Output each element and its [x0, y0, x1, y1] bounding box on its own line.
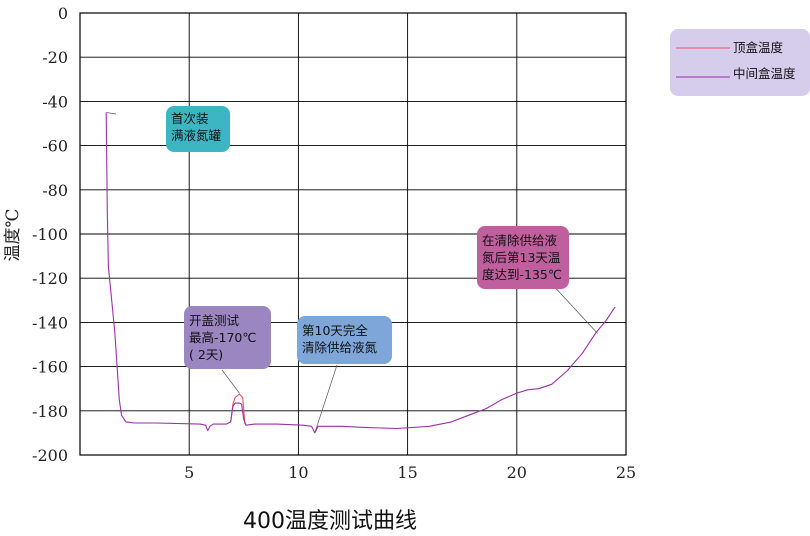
series-line-middle-box: [105, 112, 616, 434]
annotation-box: [477, 226, 569, 289]
series-layer: [105, 112, 616, 434]
y-tick-label: 0: [58, 4, 68, 23]
y-tick-label: -140: [32, 313, 68, 332]
x-tick-label: 20: [507, 463, 527, 482]
x-tick-label: 10: [288, 463, 308, 482]
chart-title: 400温度测试曲线: [243, 509, 417, 534]
grid: [79, 12, 627, 456]
y-tick-label: -20: [42, 48, 68, 67]
annotation-text: ( 2天): [189, 347, 223, 362]
annotation-box: [166, 106, 230, 152]
y-axis-ticks: 0 -20 -40 -60 -80 -100 -120 -140 -160 -180 -200: [32, 4, 68, 465]
annotation-text: 在清除供给液: [482, 233, 558, 248]
series-line-top-box: [230, 393, 246, 425]
annotation-text: 最高-170℃: [189, 330, 256, 345]
annotation-text: 满液氮罐: [171, 128, 222, 143]
y-tick-label: -80: [42, 181, 68, 200]
y-tick-label: -180: [32, 402, 68, 421]
annotation-text: 首次装: [171, 111, 209, 126]
annotation-text: 清除供给液氮: [302, 340, 378, 355]
annotation-text: 开盖测试: [189, 313, 240, 328]
y-tick-label: -60: [42, 137, 68, 156]
annotation-leader: [221, 369, 240, 394]
legend-label-middle-box: 中间盒温度: [733, 66, 796, 81]
x-axis-ticks: 5 10 15 20 25: [184, 463, 636, 482]
annotation-leader: [549, 281, 598, 334]
annotation-box: [297, 316, 392, 364]
y-axis-label: 温度℃: [3, 208, 23, 261]
annotation-leader: [314, 364, 338, 434]
x-tick-label: 25: [616, 463, 636, 482]
x-tick-label: 15: [397, 463, 417, 482]
annotation-text: 氮后第13天温: [482, 250, 561, 265]
y-tick-label: -120: [32, 269, 68, 288]
y-tick-label: -200: [32, 446, 68, 465]
x-tick-label: 5: [184, 463, 194, 482]
legend-label-top-box: 顶盒温度: [733, 40, 784, 55]
annotation-leader: [106, 112, 117, 115]
legend-box: [670, 29, 810, 96]
y-tick-label: -40: [42, 92, 68, 111]
annotation-box: [184, 306, 271, 369]
y-tick-label: -160: [32, 358, 68, 377]
y-tick-label: -100: [32, 225, 68, 244]
legend: 顶盒温度 中间盒温度: [670, 29, 810, 96]
annotation-text: 度达到-135℃: [482, 267, 562, 282]
annotation-text: 第10天完全: [302, 323, 368, 338]
